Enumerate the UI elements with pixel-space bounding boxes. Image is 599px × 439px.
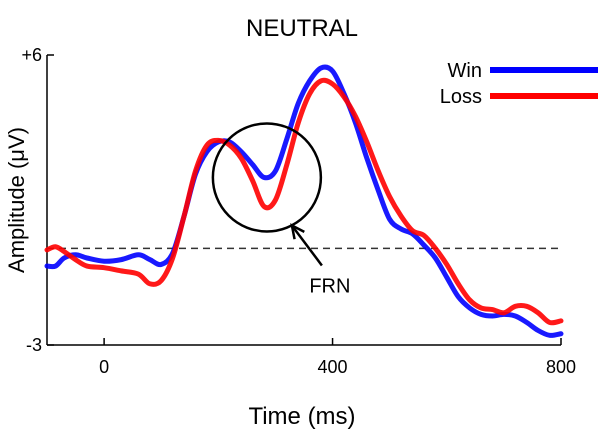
chart-title: NEUTRAL xyxy=(246,15,358,42)
x-tick-label: 0 xyxy=(99,357,109,377)
legend-label-loss: Loss xyxy=(440,86,482,108)
x-tick-label: 400 xyxy=(318,357,348,377)
frn-annotation-label: FRN xyxy=(309,275,350,297)
y-tick-label: -3 xyxy=(26,335,42,355)
plot-area: 0 400 800 +6 -3 Win Loss FRN xyxy=(21,45,598,377)
frn-highlight-circle xyxy=(211,122,323,233)
frn-arrow-head xyxy=(290,223,305,240)
series-line-loss xyxy=(44,77,564,326)
y-tick-label: +6 xyxy=(21,45,42,65)
y-axis-label: Amplitude (μV) xyxy=(4,127,29,273)
x-tick-label: 800 xyxy=(546,357,576,377)
x-axis-label: Time (ms) xyxy=(248,403,355,430)
legend-label-win: Win xyxy=(448,60,482,82)
frn-arrow-shaft xyxy=(290,224,323,267)
series-line-win xyxy=(44,64,564,338)
